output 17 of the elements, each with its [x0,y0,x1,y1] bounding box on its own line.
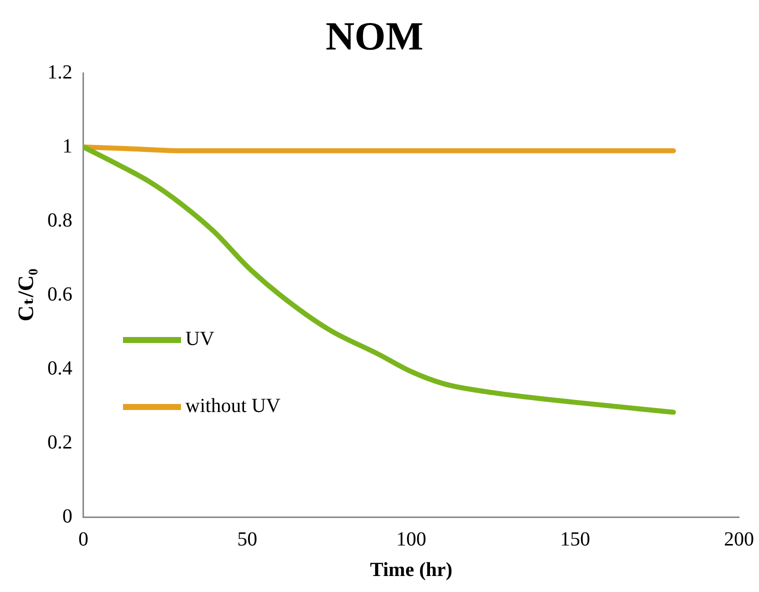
x-tick-label: 100 [396,528,426,550]
y-tick-label: 0.4 [47,357,72,380]
legend-label: without UV [185,395,280,418]
y-tick-label: 0.8 [47,209,72,232]
x-tick-label: 50 [237,528,258,550]
y-tick-label: 0.6 [47,283,72,306]
x-tick-label: 200 [724,528,754,550]
x-tick-label: 0 [78,528,88,550]
y-tick-label: 1 [62,135,72,158]
x-tick-label: 150 [560,528,590,550]
chart-title: NOM [326,13,424,58]
y-tick-label: 0 [62,505,72,528]
y-axis-title: Cₜ/C₀ [12,268,38,322]
y-tick-label: 1.2 [47,61,72,84]
y-tick-label: 0.2 [47,431,72,454]
x-axis-title: Time (hr) [370,559,452,582]
legend-label: UV [185,328,214,351]
